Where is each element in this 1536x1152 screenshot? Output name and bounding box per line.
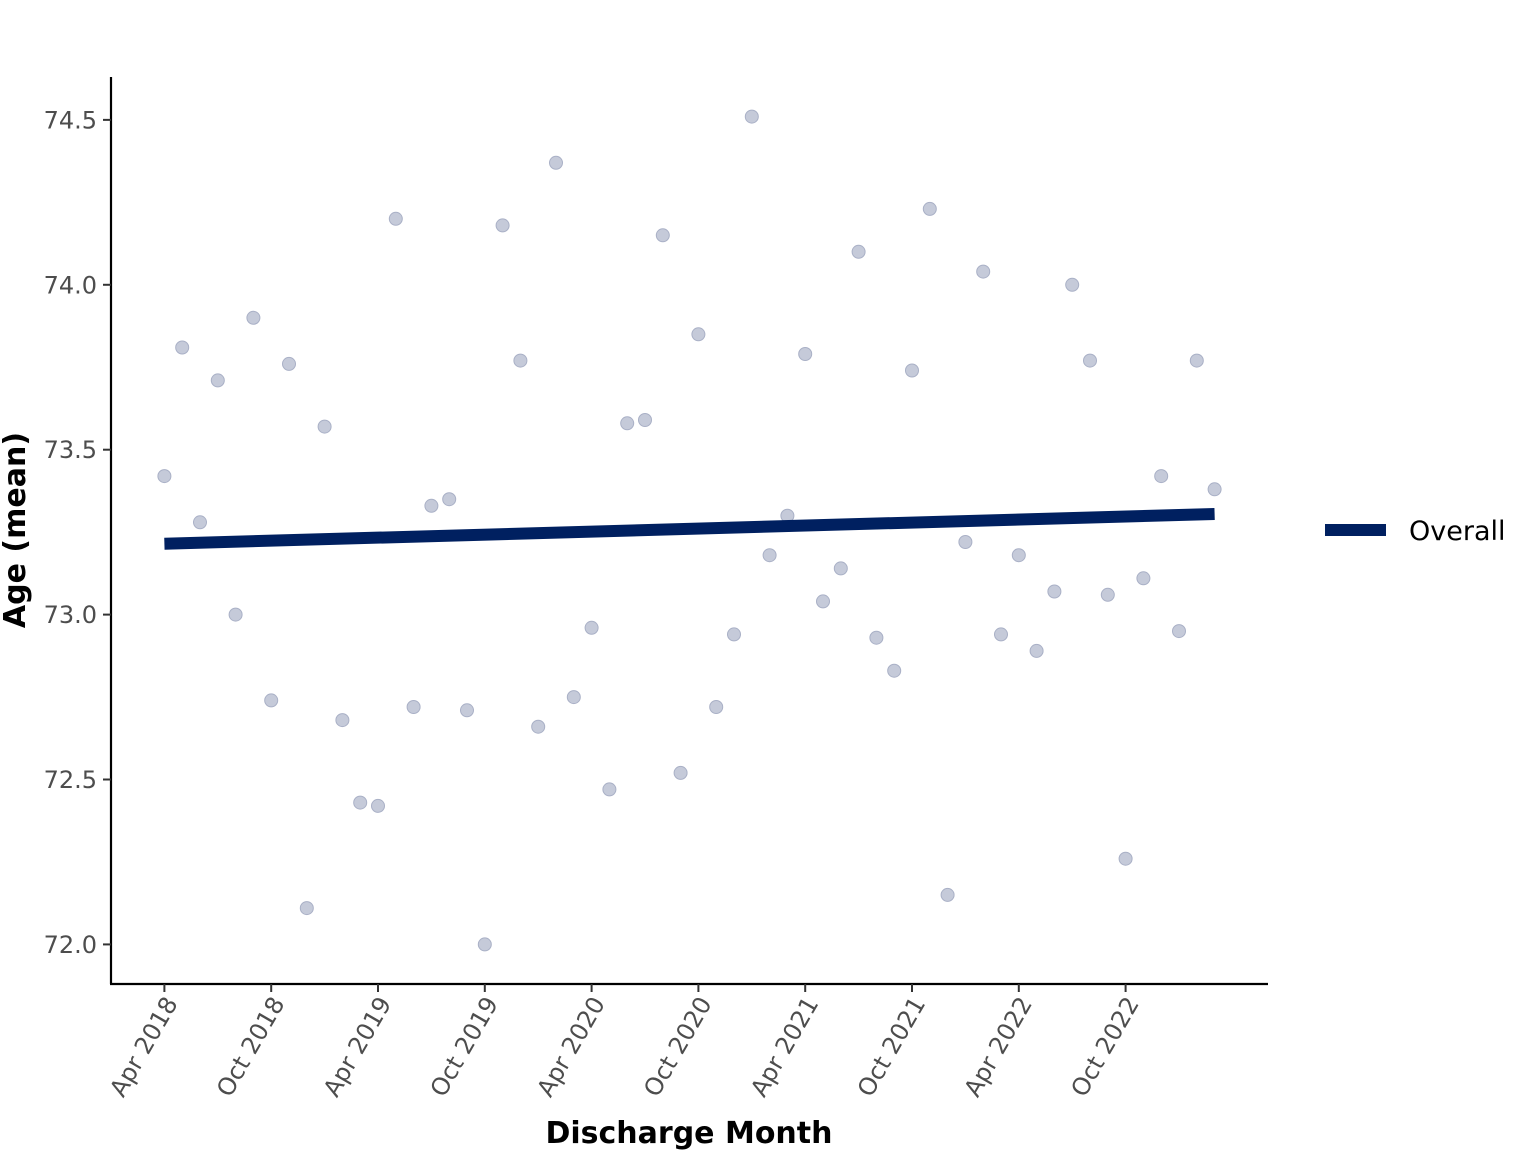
data-point bbox=[655, 228, 670, 243]
data-point bbox=[566, 690, 581, 705]
data-point bbox=[531, 719, 546, 734]
data-point bbox=[638, 413, 652, 427]
data-point bbox=[1100, 587, 1115, 602]
data-point bbox=[228, 607, 243, 622]
data-point bbox=[406, 700, 421, 714]
data-point bbox=[816, 594, 830, 609]
data-point bbox=[299, 901, 314, 916]
x-tick-label: Oct 2018 bbox=[211, 992, 290, 1101]
data-point bbox=[709, 700, 724, 714]
data-point bbox=[1083, 353, 1097, 368]
data-point bbox=[442, 492, 457, 507]
data-point bbox=[157, 469, 172, 484]
trend-line-overall bbox=[164, 508, 1215, 550]
x-tick-label: Apr 2022 bbox=[959, 992, 1038, 1101]
legend-label-overall: Overall bbox=[1409, 516, 1506, 547]
data-point bbox=[1047, 584, 1062, 599]
x-tick-label: Oct 2021 bbox=[852, 992, 931, 1101]
data-point bbox=[976, 264, 991, 279]
data-point bbox=[317, 419, 332, 434]
data-point bbox=[762, 548, 777, 563]
y-tick-label: 73.5 bbox=[44, 436, 97, 464]
y-tick-label: 74.5 bbox=[44, 106, 97, 134]
data-point bbox=[264, 693, 279, 708]
x-tick-label: Apr 2018 bbox=[104, 992, 183, 1101]
data-point bbox=[1065, 277, 1080, 292]
y-tick-label: 73.0 bbox=[44, 601, 97, 629]
data-point bbox=[584, 620, 599, 635]
y-tick-label: 72.5 bbox=[44, 766, 97, 794]
x-axis-title: Discharge Month bbox=[545, 1116, 832, 1151]
data-point bbox=[798, 347, 813, 361]
data-point bbox=[388, 211, 403, 226]
data-point bbox=[1172, 624, 1186, 639]
data-point bbox=[460, 703, 474, 718]
y-axis-title: Age (mean) bbox=[0, 432, 33, 628]
data-point bbox=[994, 627, 1008, 642]
data-point bbox=[1136, 571, 1151, 586]
x-tick-label: Apr 2020 bbox=[531, 992, 610, 1101]
data-point bbox=[744, 109, 759, 124]
x-tick-label: Apr 2019 bbox=[318, 992, 397, 1101]
data-point bbox=[282, 356, 296, 371]
data-point bbox=[887, 663, 902, 678]
data-point bbox=[1011, 548, 1026, 563]
data-point bbox=[851, 244, 866, 259]
data-point bbox=[424, 498, 439, 513]
x-tick-label: Oct 2020 bbox=[638, 992, 717, 1101]
y-tick-label: 74.0 bbox=[44, 271, 97, 299]
data-point bbox=[922, 201, 937, 216]
data-point bbox=[1029, 643, 1044, 658]
data-point bbox=[673, 765, 688, 780]
data-point bbox=[477, 937, 492, 952]
data-point bbox=[602, 782, 617, 797]
data-point bbox=[1154, 469, 1169, 484]
scatter-points bbox=[157, 109, 1222, 952]
data-point bbox=[833, 561, 848, 576]
data-point bbox=[549, 155, 563, 170]
data-point bbox=[246, 310, 261, 325]
data-point bbox=[869, 630, 884, 645]
data-point bbox=[620, 416, 635, 431]
y-axis-ticks: 72.0 72.5 73.0 73.5 74.0 74.5 bbox=[44, 106, 111, 959]
data-point bbox=[727, 627, 741, 642]
data-point bbox=[958, 535, 973, 549]
legend: Overall bbox=[1325, 516, 1506, 547]
data-point bbox=[495, 218, 510, 233]
y-tick-label: 72.0 bbox=[44, 931, 97, 959]
data-point bbox=[1118, 851, 1133, 866]
data-point bbox=[210, 373, 225, 388]
x-tick-label: Oct 2022 bbox=[1065, 992, 1144, 1101]
data-point bbox=[940, 887, 955, 902]
data-point bbox=[691, 327, 706, 342]
data-point bbox=[193, 515, 207, 530]
x-axis-ticks: Apr 2018 Oct 2018 Apr 2019 Oct 2019 Apr 2020… bbox=[104, 984, 1145, 1101]
x-tick-label: Oct 2019 bbox=[425, 992, 504, 1101]
data-point bbox=[335, 713, 350, 728]
data-point bbox=[175, 340, 190, 355]
data-point bbox=[371, 798, 385, 813]
data-point bbox=[905, 363, 919, 378]
data-point bbox=[513, 353, 528, 368]
x-tick-label: Apr 2021 bbox=[745, 992, 824, 1101]
data-point bbox=[1189, 353, 1204, 368]
trend-lines bbox=[164, 508, 1215, 550]
data-point bbox=[353, 795, 368, 810]
data-point bbox=[1207, 482, 1222, 497]
